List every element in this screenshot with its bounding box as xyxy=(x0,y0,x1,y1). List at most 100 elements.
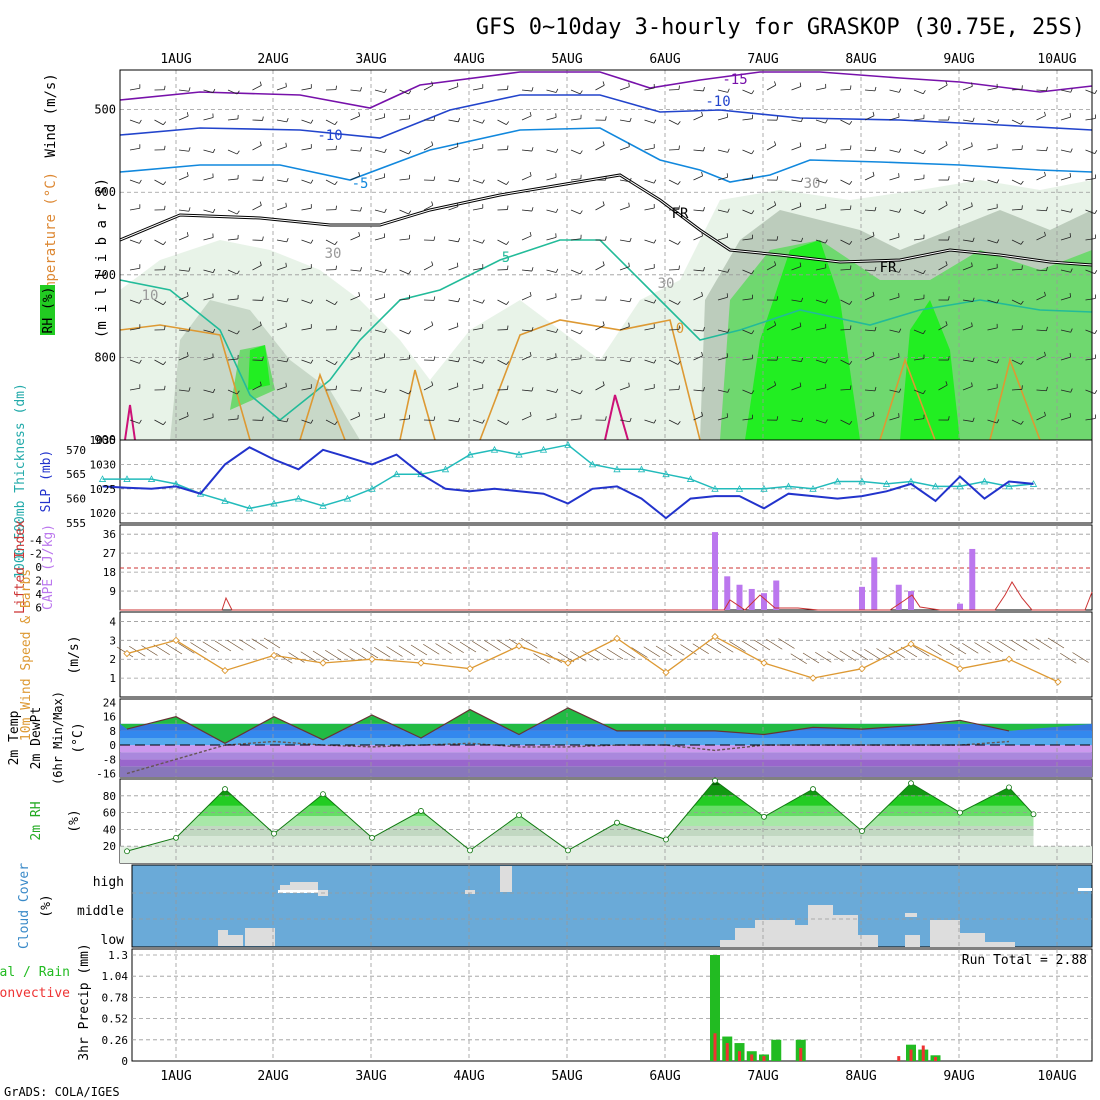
wind-barb-feather xyxy=(507,145,509,150)
wind-barb-staff xyxy=(791,266,802,271)
wind-barb-feather xyxy=(972,417,975,422)
wind-barb-staff xyxy=(497,119,507,125)
wind-barb-staff xyxy=(399,238,410,241)
wind-barb-staff xyxy=(546,89,557,93)
wind-barb-staff xyxy=(472,419,483,424)
rh-blob-70c xyxy=(248,345,270,390)
wind-barb-feather xyxy=(774,141,777,146)
wind-barb-feather xyxy=(236,270,240,275)
wind-barb-staff xyxy=(815,387,826,391)
wind10-barb xyxy=(288,652,305,663)
wind-barb-feather xyxy=(776,356,779,361)
wind-barb-staff xyxy=(570,149,581,155)
temp-grid xyxy=(175,699,1058,777)
wind-barb-feather xyxy=(751,390,755,395)
wind10-barb xyxy=(276,652,293,664)
rh-marker xyxy=(320,791,326,798)
wind-barb-staff xyxy=(668,239,679,245)
rh-label: 2m RH xyxy=(29,801,44,840)
wind-barb-feather xyxy=(555,88,559,93)
wind-barb-staff xyxy=(276,206,287,211)
wind-barb-staff xyxy=(497,239,507,245)
rh-marker xyxy=(957,809,963,816)
wind-barb-feather xyxy=(825,419,828,424)
wind-barb-staff xyxy=(203,329,214,334)
wind-barb-staff xyxy=(717,89,728,93)
wind-barb-feather xyxy=(1044,411,1046,416)
cape-bar xyxy=(748,588,755,610)
wind-barb-feather xyxy=(996,359,1000,364)
thickness-marker xyxy=(980,477,989,485)
wind-barb-staff xyxy=(301,299,312,304)
wind-barb-feather xyxy=(188,147,191,152)
wind-barb-feather xyxy=(653,299,657,304)
precip-total-bar xyxy=(710,955,720,1061)
wind-barb-staff xyxy=(129,87,140,91)
wind-barb-feather xyxy=(310,419,314,424)
cape-bar xyxy=(724,576,731,610)
wind-barb-feather xyxy=(727,268,730,273)
wind-barb-feather xyxy=(335,145,337,150)
wind-barb-staff xyxy=(1036,415,1046,421)
wind-barb-staff xyxy=(693,175,703,181)
wind-barb-staff xyxy=(889,209,900,213)
wind-barb-feather xyxy=(285,82,287,87)
cape-bar xyxy=(908,591,914,610)
wind-barb-staff xyxy=(350,389,361,392)
wind-barb-feather xyxy=(727,88,730,93)
thickness-marker xyxy=(270,499,278,507)
wind-barb-staff xyxy=(889,89,900,93)
wind-barb-staff xyxy=(913,178,924,181)
wind-barb-feather xyxy=(922,90,926,94)
wind-barb-staff xyxy=(791,326,802,331)
wind10-barb xyxy=(1047,637,1065,649)
wind-barb-feather xyxy=(164,145,166,150)
wind-barb-feather xyxy=(922,210,926,214)
wind-barb-staff xyxy=(987,207,998,211)
wind-barb-staff xyxy=(301,419,312,424)
wind-barb-feather xyxy=(431,381,434,386)
wind-barb-staff xyxy=(472,119,483,124)
wind10-barb xyxy=(386,646,403,657)
wind-barb-feather xyxy=(1070,268,1073,273)
wind-barb-staff xyxy=(154,419,164,426)
wind-barb-staff xyxy=(497,299,507,305)
wind-barb-feather xyxy=(286,298,289,303)
cloud-block xyxy=(930,920,960,947)
contour-0c xyxy=(399,369,436,441)
precip-tick-label: 1.3 xyxy=(108,949,128,962)
wind-barb-feather xyxy=(898,148,902,153)
wind-barb-staff xyxy=(252,385,262,391)
contour-label: 10 xyxy=(142,288,159,304)
wind-barb-staff xyxy=(203,209,214,214)
wind-barb-staff xyxy=(374,297,385,301)
wind-barb-staff xyxy=(742,118,753,121)
wind-barb-staff xyxy=(521,329,532,332)
wind-barb-staff xyxy=(644,419,655,424)
wind-barb-staff xyxy=(1085,329,1095,335)
wind-barb-feather xyxy=(139,299,142,304)
wind-barb-staff xyxy=(1036,115,1046,121)
wind-barb-feather xyxy=(972,357,975,362)
precip-grid xyxy=(132,949,1092,1061)
wind-barb-staff xyxy=(668,329,680,331)
wind-barb-staff xyxy=(521,415,532,421)
wind-barb-staff xyxy=(448,119,459,123)
wind-barb-feather xyxy=(259,201,262,206)
cloud-level-middle: middle xyxy=(77,904,124,919)
wind-barb-feather xyxy=(945,201,948,206)
wind-barb-staff xyxy=(203,357,214,361)
wind-barb-staff xyxy=(546,356,557,361)
wind10-barb xyxy=(557,651,575,663)
wind-barb-staff xyxy=(987,179,998,184)
rh-band xyxy=(187,815,1034,827)
wind-barb-staff xyxy=(374,177,385,181)
wind-barb-staff xyxy=(325,299,336,306)
wind-barb-feather xyxy=(262,236,264,241)
wind10-barb xyxy=(753,639,771,651)
wind-barb-staff xyxy=(203,389,214,394)
wind-barb-staff xyxy=(154,239,164,246)
contour-0b xyxy=(299,372,346,441)
cloud-block xyxy=(905,935,920,947)
